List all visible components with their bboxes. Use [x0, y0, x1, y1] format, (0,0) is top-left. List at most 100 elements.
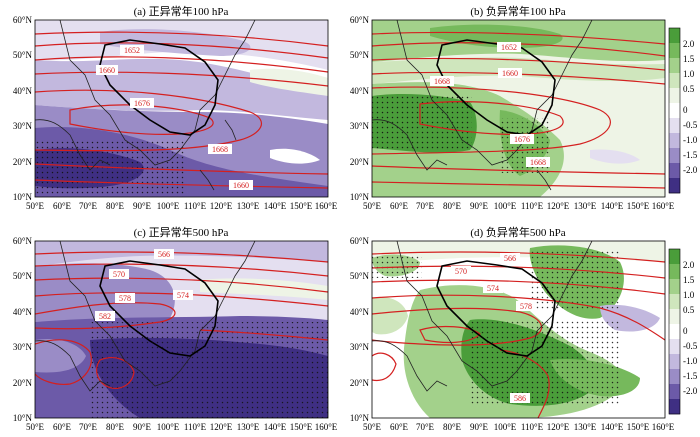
colorbar-swatch	[669, 118, 680, 134]
lon-label: 150°E	[627, 201, 650, 211]
lat-label: 50°N	[13, 271, 33, 281]
panel-b: (b) 负异常年100 hPa	[350, 4, 675, 211]
lon-label: 100°E	[157, 422, 180, 432]
panel-c-map	[35, 241, 328, 418]
panel-a-contour-labels: 1652 1660 1676 1668 1660	[96, 45, 253, 190]
lon-label: 80°E	[106, 201, 125, 211]
lon-label: 100°E	[494, 422, 517, 432]
lat-label: 60°N	[350, 236, 370, 246]
colorbar-swatch	[669, 279, 680, 295]
colorbar-label: 2.0	[683, 39, 695, 49]
lon-label: 70°E	[79, 201, 98, 211]
colorbar-label: -0.5	[683, 120, 698, 130]
colorbar-labels: 2.0 1.5 1.0 0.5 0 -0.5 -1.0 -1.5 -2.0	[683, 260, 698, 396]
contour-label: 566	[504, 254, 516, 263]
lon-label: 150°E	[627, 422, 650, 432]
lat-label: 30°N	[13, 121, 33, 131]
lat-label: 50°N	[350, 271, 370, 281]
lon-label: 110°E	[184, 422, 207, 432]
panel-a-lat-axis: 60°N 50°N 40°N 30°N 20°N 10°N	[13, 15, 33, 202]
lat-label: 50°N	[350, 50, 370, 60]
lon-label: 130°E	[574, 201, 597, 211]
panel-a-map	[35, 20, 328, 197]
lat-label: 20°N	[13, 157, 33, 167]
contour-label: 1660	[233, 181, 249, 190]
lon-label: 50°E	[363, 422, 382, 432]
panel-d: (d) 负异常年500 hPa	[350, 225, 675, 432]
colorbar-swatch	[669, 384, 680, 400]
lon-label: 100°E	[494, 201, 517, 211]
panel-c-title: (c) 正异常年500 hPa	[134, 225, 229, 239]
lon-label: 70°E	[416, 201, 435, 211]
colorbar-swatch	[669, 73, 680, 89]
lat-label: 30°N	[13, 342, 33, 352]
lon-label: 60°E	[390, 422, 409, 432]
colorbar-swatch	[669, 339, 680, 355]
lon-label: 160°E	[652, 201, 675, 211]
panel-c: (c) 正异常年500 hPa	[13, 225, 338, 432]
colorbar-label: -2.0	[683, 386, 698, 396]
panel-b-title: (b) 负异常年100 hPa	[470, 4, 565, 18]
contour-label: 582	[99, 312, 111, 321]
lon-label: 160°E	[315, 201, 338, 211]
lon-label: 60°E	[53, 422, 72, 432]
lon-label: 120°E	[547, 201, 570, 211]
colorbar-swatches	[669, 249, 680, 415]
panel-d-map	[372, 241, 665, 418]
contour-label: 1652	[124, 46, 140, 55]
colorbar-label: -0.5	[683, 341, 698, 351]
panel-d-lat-axis: 60°N 50°N 40°N 30°N 20°N 10°N	[350, 236, 370, 423]
lat-label: 10°N	[350, 413, 370, 423]
lon-label: 120°E	[547, 422, 570, 432]
colorbar-top: 2.0 1.5 1.0 0.5 0 -0.5 -1.0 -1.5 -2.0	[668, 27, 698, 194]
lon-label: 160°E	[315, 422, 338, 432]
contour-label: 566	[158, 250, 170, 259]
lat-label: 20°N	[13, 378, 33, 388]
colorbar-swatch	[669, 133, 680, 149]
lon-label: 50°E	[363, 201, 382, 211]
colorbar-swatch	[669, 399, 680, 415]
lon-label: 110°E	[521, 201, 544, 211]
colorbar-label: -1.5	[683, 371, 698, 381]
contour-label: 1676	[134, 99, 150, 108]
lat-label: 50°N	[13, 50, 33, 60]
colorbar-labels: 2.0 1.5 1.0 0.5 0 -0.5 -1.0 -1.5 -2.0	[683, 39, 698, 175]
lat-label: 60°N	[13, 236, 33, 246]
colorbar-swatch	[669, 103, 680, 119]
lon-label: 90°E	[133, 422, 152, 432]
panel-d-contour-labels: 566 570 574 578 586	[451, 253, 536, 403]
lat-label: 60°N	[13, 15, 33, 25]
lon-label: 140°E	[601, 422, 624, 432]
lon-label: 160°E	[652, 422, 675, 432]
panel-a: (a) 正异常年100 hPa	[13, 4, 338, 211]
colorbar-label: 1.5	[683, 54, 695, 64]
lon-label: 50°E	[26, 201, 45, 211]
panel-b-contour-labels: 1652 1660 1668 1676 1668	[430, 42, 550, 167]
colorbar-label: 0.5	[683, 84, 695, 94]
colorbar-label: -2.0	[683, 165, 698, 175]
panel-d-title: (d) 负异常年500 hPa	[470, 225, 565, 239]
lat-label: 30°N	[350, 342, 370, 352]
colorbar-bottom: 2.0 1.5 1.0 0.5 0 -0.5 -1.0 -1.5 -2.0	[668, 248, 698, 415]
panel-b-lon-axis: 50°E 60°E 70°E 80°E 90°E 100°E 110°E 120…	[363, 201, 675, 211]
panel-d-lon-axis: 50°E 60°E 70°E 80°E 90°E 100°E 110°E 120…	[363, 422, 675, 432]
panel-a-title: (a) 正异常年100 hPa	[134, 4, 229, 18]
lon-label: 130°E	[574, 422, 597, 432]
colorbar-swatch	[669, 309, 680, 325]
lat-label: 40°N	[13, 307, 33, 317]
lon-label: 120°E	[210, 201, 233, 211]
colorbar-label: -1.0	[683, 135, 698, 145]
lon-label: 150°E	[290, 422, 313, 432]
lon-label: 80°E	[443, 201, 462, 211]
lat-label: 10°N	[13, 192, 33, 202]
lat-label: 20°N	[350, 378, 370, 388]
lat-label: 40°N	[350, 86, 370, 96]
lon-label: 130°E	[237, 201, 260, 211]
lat-label: 40°N	[350, 307, 370, 317]
colorbar-swatch	[669, 163, 680, 179]
lon-label: 140°E	[264, 201, 287, 211]
contour-label: 1668	[434, 77, 450, 86]
lon-label: 150°E	[290, 201, 313, 211]
colorbar-swatch	[669, 88, 680, 104]
